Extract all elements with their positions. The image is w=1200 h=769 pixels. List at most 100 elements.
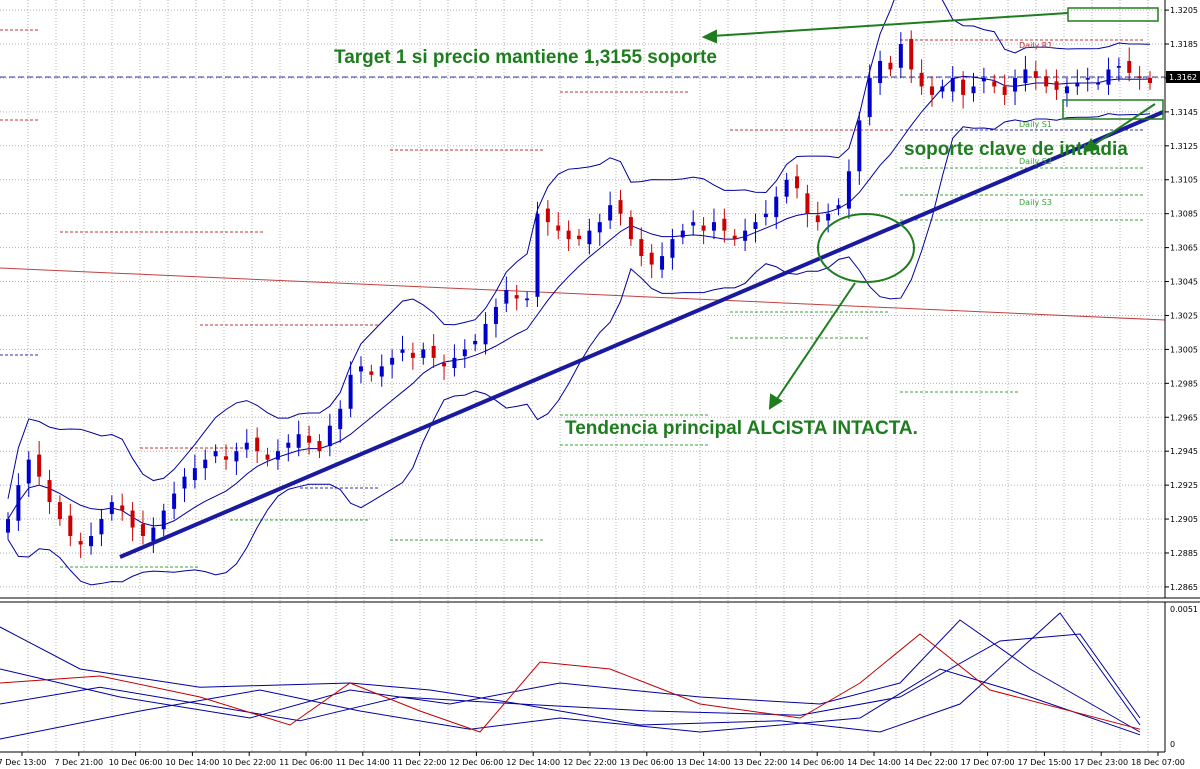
candles: [6, 30, 1152, 559]
grid: [0, 0, 1165, 752]
y-tick-label: 1.2905: [1170, 515, 1198, 524]
candle-body: [618, 200, 623, 214]
candle-body: [950, 77, 955, 92]
candle-body: [577, 235, 581, 240]
candle-body: [6, 519, 10, 533]
candle-body: [535, 213, 540, 297]
candle-body: [379, 366, 384, 377]
candle-body: [410, 352, 415, 358]
candle-body: [317, 441, 322, 452]
support-arrowhead: [1083, 138, 1099, 153]
candle-body: [255, 437, 260, 452]
candle-body: [89, 536, 94, 547]
x-tick-label: 11 Dec 06:00: [279, 758, 333, 767]
support-annotation: soporte clave de intradia: [904, 139, 1128, 160]
y-tick-label: 1.2865: [1170, 583, 1198, 592]
candle-body: [566, 230, 571, 240]
x-tick-label: 7 Dec 13:00: [0, 758, 46, 767]
y-tick-label: 1.2945: [1170, 447, 1198, 456]
candle-body: [639, 239, 644, 257]
x-axis-ticks: 7 Dec 13:00 7 Dec 21:00 10 Dec 06:00 10 Dec…: [0, 752, 1185, 767]
x-tick-label: 17 Dec 15:00: [1017, 758, 1071, 767]
ind-line-3: [0, 612, 1141, 733]
candle-body: [493, 306, 498, 324]
candle-body: [307, 435, 312, 443]
indicator-y-tick-label: 0: [1170, 740, 1175, 749]
candle-body: [691, 222, 696, 226]
y-tick-label: 1.2965: [1170, 413, 1198, 422]
candle-body: [140, 524, 145, 537]
ind-line-2: [0, 619, 1141, 733]
support-box: [1062, 99, 1164, 120]
candle-body: [701, 225, 706, 231]
candle-body: [805, 193, 810, 214]
candle-body: [961, 79, 966, 95]
y-tick-label: 1.3125: [1170, 142, 1198, 151]
candle-body: [390, 357, 395, 365]
candle-body: [172, 493, 177, 509]
x-tick-label: 14 Dec 06:00: [790, 758, 844, 767]
candle-body: [556, 225, 561, 231]
candle-body: [400, 349, 405, 353]
current-price-tag: 1.3162: [1166, 71, 1200, 83]
candle-body: [442, 362, 447, 367]
ind-line-1: [0, 626, 1141, 719]
candle-body: [358, 366, 363, 372]
candle-body: [597, 222, 602, 233]
ind-line-4: [0, 668, 1141, 740]
candle-body: [1137, 76, 1142, 78]
candle-body: [338, 408, 343, 430]
pivot-levels: [0, 29, 1145, 568]
x-tick-label: 13 Dec 22:00: [733, 758, 787, 767]
candle-body: [763, 213, 768, 218]
candle-body: [286, 442, 291, 448]
current-price-label: 1.3162: [1169, 73, 1197, 82]
candle-body: [909, 38, 914, 70]
band-middle: [7, 75, 1151, 527]
indicator-y-tick-label: 0.0051: [1170, 605, 1198, 614]
candle-body: [1075, 83, 1080, 87]
x-tick-label: 10 Dec 14:00: [165, 758, 219, 767]
candle-body: [815, 215, 820, 223]
target-box: [1067, 7, 1159, 22]
candle-body: [545, 208, 550, 223]
candle-body: [1002, 86, 1007, 95]
candle-body: [608, 205, 613, 221]
x-tick-label: 14 Dec 22:00: [904, 758, 958, 767]
target-annotation: Target 1 si precio mantiene 1,3155 sopor…: [334, 47, 717, 68]
candle-body: [940, 86, 945, 92]
candle-body: [37, 454, 42, 477]
candle-body: [732, 235, 737, 240]
candle-body: [1148, 77, 1152, 84]
y-tick-label: 1.2985: [1170, 379, 1198, 388]
candle-body: [1096, 83, 1101, 85]
candle-body: [369, 371, 374, 375]
candle-body: [161, 510, 166, 530]
candle-body: [826, 213, 831, 221]
candle-body: [1064, 86, 1069, 94]
candle-body: [57, 502, 62, 520]
candle-body: [971, 86, 976, 94]
candle-body: [867, 77, 872, 117]
candle-body: [857, 120, 862, 172]
candle-body: [774, 196, 779, 218]
candle-body: [660, 256, 665, 270]
candle-body: [1013, 77, 1018, 92]
candle-body: [888, 62, 893, 70]
candle-body: [244, 442, 249, 450]
candle-body: [1033, 71, 1038, 78]
y-tick-label: 1.3205: [1170, 6, 1198, 15]
y-tick-label: 1.2925: [1170, 481, 1198, 490]
candle-body: [68, 515, 73, 537]
highlight-ellipse: [817, 213, 915, 283]
x-tick-label: 14 Dec 14:00: [847, 758, 901, 767]
candle-body: [795, 176, 800, 189]
candle-body: [1116, 66, 1121, 68]
x-tick-label: 10 Dec 06:00: [109, 758, 163, 767]
x-tick-label: 12 Dec 14:00: [506, 758, 560, 767]
candle-body: [981, 77, 986, 82]
y-tick-label: 1.3145: [1170, 108, 1198, 117]
candle-body: [462, 349, 467, 357]
candle-body: [514, 295, 519, 299]
candle-body: [151, 527, 156, 542]
